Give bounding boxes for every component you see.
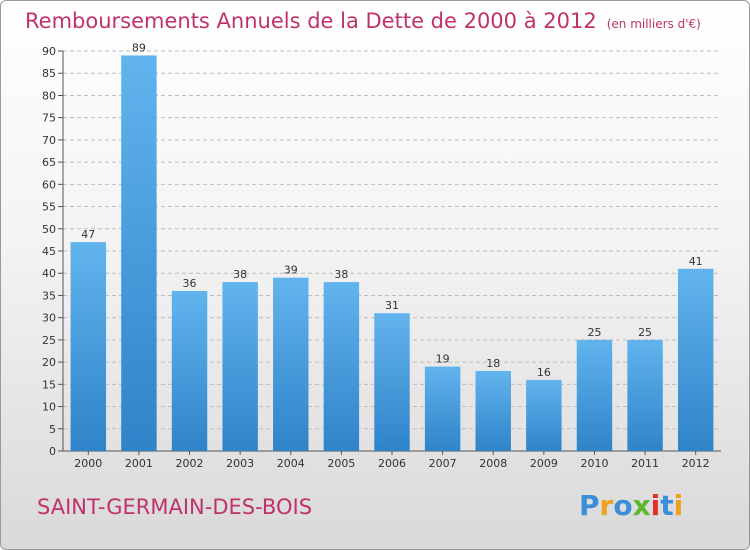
bar <box>70 242 107 451</box>
bar-value-label: 47 <box>81 228 95 241</box>
bar <box>576 339 613 451</box>
bar <box>222 282 258 451</box>
y-tick-label: 40 <box>42 267 56 280</box>
bar-value-label: 39 <box>284 264 298 277</box>
logo-letter: o <box>613 489 633 522</box>
y-tick-label: 30 <box>42 312 56 325</box>
y-tick-label: 20 <box>42 356 56 369</box>
y-tick-label: 0 <box>49 445 56 458</box>
bar <box>677 268 714 451</box>
chart-title-unit: (en milliers d'€) <box>606 17 701 31</box>
y-tick-label: 10 <box>42 401 56 414</box>
bar <box>323 282 360 451</box>
y-tick-label: 65 <box>42 156 56 169</box>
y-tick-label: 50 <box>42 223 56 236</box>
y-tick-label: 70 <box>42 134 56 147</box>
y-tick-label: 25 <box>42 334 56 347</box>
chart-title: Remboursements Annuels de la Dette de 20… <box>25 9 701 33</box>
y-tick-label: 55 <box>42 201 56 214</box>
logo-letter: i <box>650 489 661 522</box>
bar-value-label: 18 <box>486 357 500 370</box>
bar <box>526 379 562 451</box>
bar-value-label: 25 <box>638 326 652 339</box>
x-tick-label: 2010 <box>580 457 608 470</box>
x-tick-label: 2007 <box>429 457 457 470</box>
y-tick-label: 90 <box>42 45 56 58</box>
y-tick-label: 60 <box>42 178 56 191</box>
bar <box>374 313 410 451</box>
y-tick-label: 5 <box>49 423 56 436</box>
y-tick-label: 85 <box>42 67 56 80</box>
chart-title-text: Remboursements Annuels de la Dette de 20… <box>25 9 597 33</box>
x-tick-label: 2008 <box>479 457 507 470</box>
x-tick-label: 2011 <box>631 457 659 470</box>
proxiti-logo: Proxiti <box>579 489 683 522</box>
y-tick-label: 35 <box>42 289 56 302</box>
x-tick-label: 2002 <box>176 457 204 470</box>
y-tick-label: 80 <box>42 89 56 102</box>
logo-letter: x <box>632 489 651 522</box>
axes: 0 5 10 15 20 25 30 35 40 45 50 55 60 65 70 75 80 85 90 2000… <box>42 45 721 470</box>
bar <box>424 366 461 451</box>
bar <box>475 371 511 451</box>
bar-value-label: 36 <box>183 277 197 290</box>
bar-value-label: 38 <box>334 268 348 281</box>
x-tick-label: 2000 <box>74 457 102 470</box>
bar-value-label: 25 <box>587 326 601 339</box>
bar <box>273 277 309 451</box>
logo-letter: i <box>673 489 684 522</box>
bar-value-label: 31 <box>385 299 399 312</box>
x-tick-label: 2006 <box>378 457 406 470</box>
y-tick-label: 15 <box>42 378 56 391</box>
bars: 47 89 36 38 39 38 31 19 18 16 25 25 41 <box>70 41 714 451</box>
x-tick-label: 2005 <box>327 457 355 470</box>
logo-letter: P <box>579 489 600 522</box>
bar <box>627 339 663 451</box>
bar-value-label: 89 <box>132 41 146 54</box>
bar <box>171 291 208 451</box>
x-tick-label: 2004 <box>277 457 305 470</box>
x-tick-label: 2012 <box>682 457 710 470</box>
x-tick-label: 2009 <box>530 457 558 470</box>
x-tick-label: 2003 <box>226 457 254 470</box>
bar-value-label: 19 <box>436 353 450 366</box>
logo-letter: t <box>660 489 674 522</box>
x-tick-label: 2001 <box>125 457 153 470</box>
bar-value-label: 41 <box>689 255 703 268</box>
logo-letter: r <box>599 489 614 522</box>
y-tick-label: 45 <box>42 245 56 258</box>
bar <box>121 55 157 451</box>
bar-value-label: 16 <box>537 366 551 379</box>
bar-value-label: 38 <box>233 268 247 281</box>
y-tick-label: 75 <box>42 112 56 125</box>
commune-name: SAINT-GERMAIN-DES-BOIS <box>37 495 313 519</box>
